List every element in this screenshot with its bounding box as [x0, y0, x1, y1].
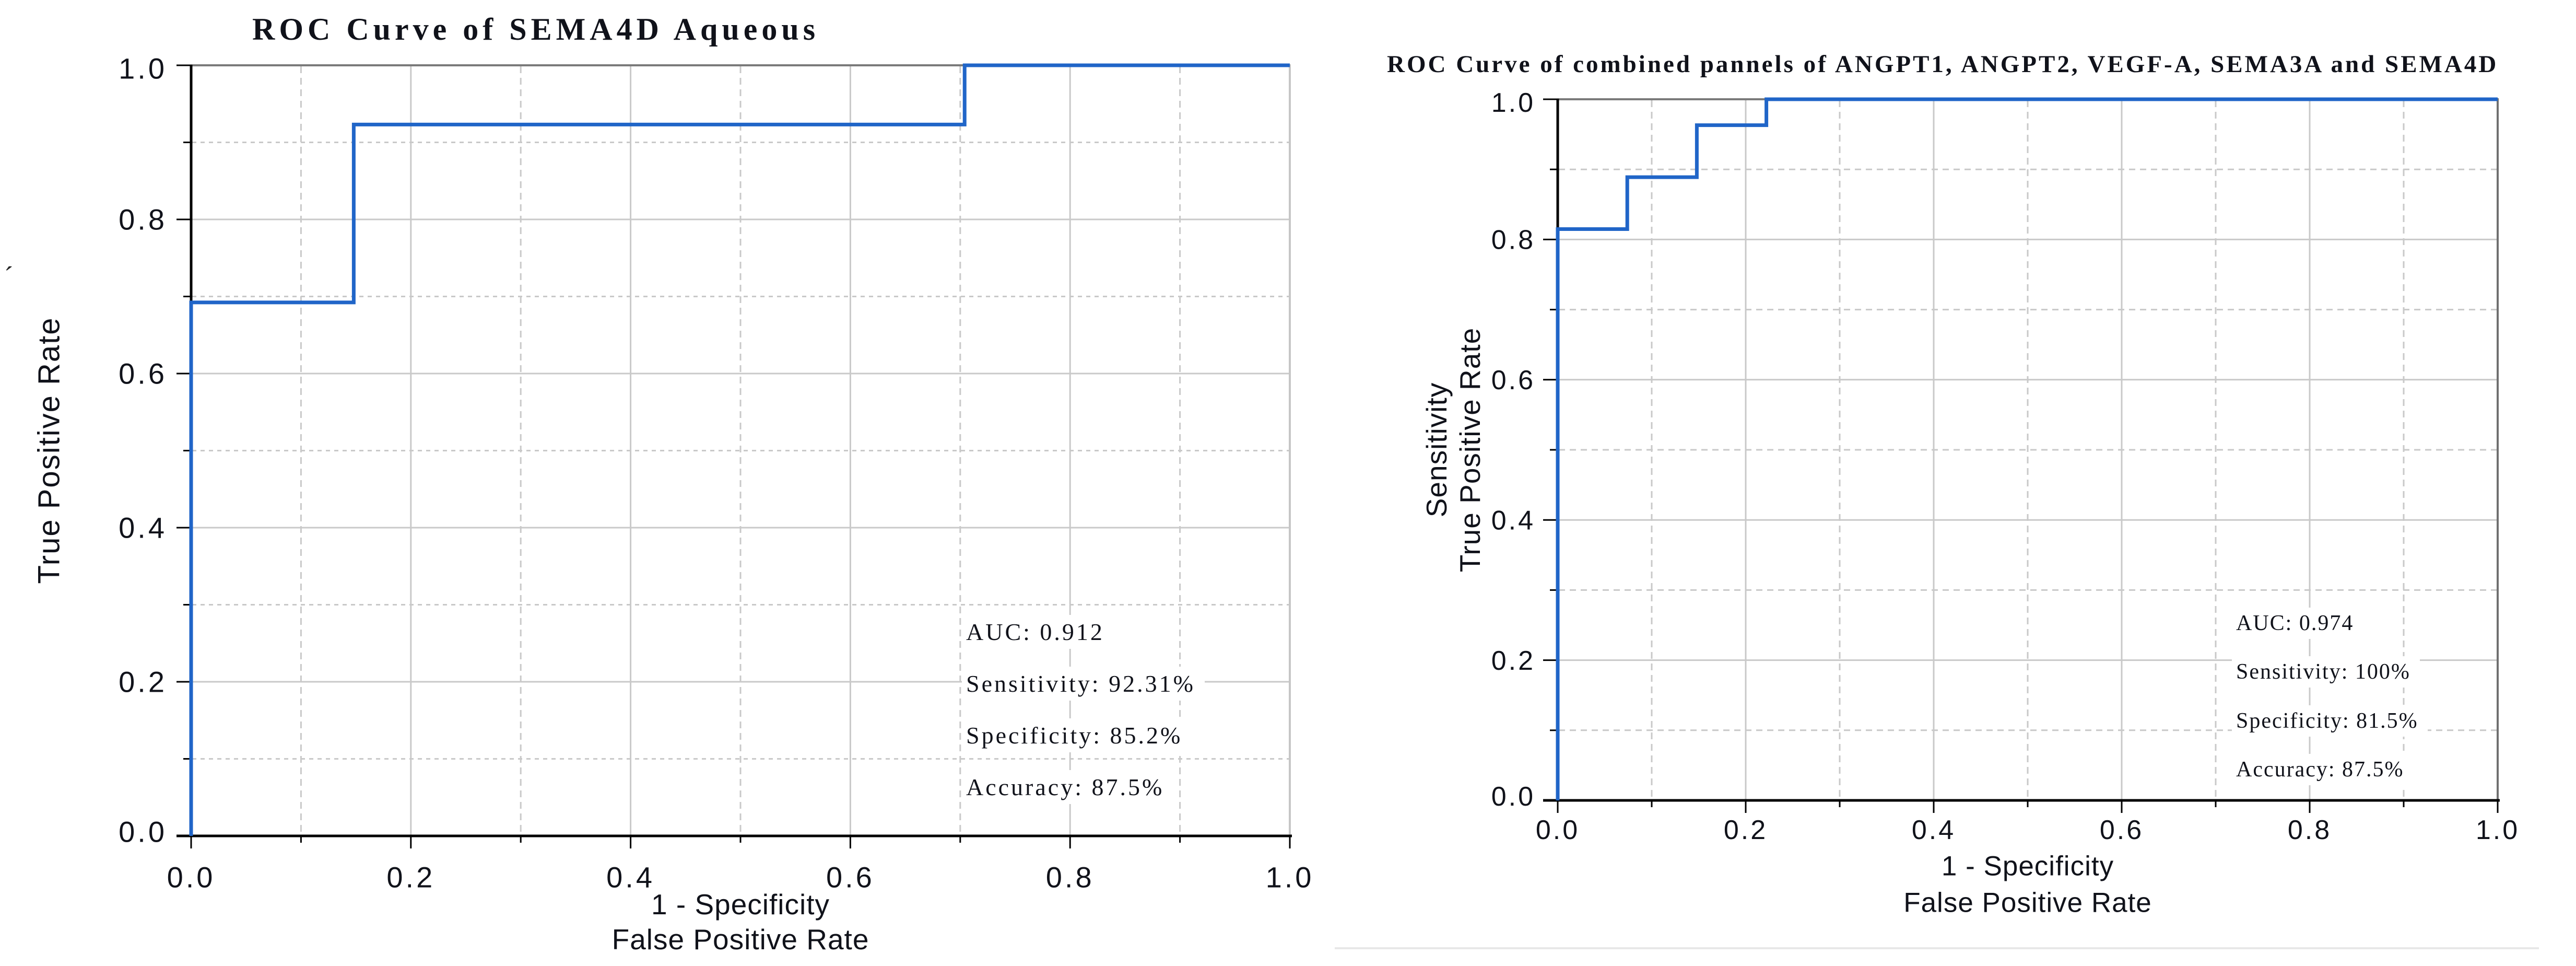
left-y-axis-title: True Positive Rate: [32, 317, 66, 584]
tick-label: 0.0: [1536, 815, 1580, 845]
roc-curve: [1556, 97, 2498, 800]
tick-label: 0.8: [2288, 815, 2332, 845]
tick-label: 0.2: [386, 861, 435, 894]
tick-label: 0.8: [1046, 861, 1095, 894]
right-y-axis-title-line1: Sensitivity: [1420, 382, 1453, 518]
right-y-axis-title-line2: True Positive Rate: [1454, 327, 1486, 573]
tick-label: 0.6: [119, 357, 167, 390]
tick-label: 0.6: [826, 861, 875, 894]
left-x-axis-title-line1: 1 - Specificity: [651, 888, 830, 921]
tick-label: 0.0: [167, 861, 216, 894]
tick-label: 0.4: [119, 511, 167, 544]
tick-label: 0.4: [1912, 815, 1956, 845]
tick-label: 0.2: [119, 666, 167, 699]
tick-label: 0.0: [1491, 782, 1535, 812]
tick-label: 1.0: [2476, 815, 2520, 845]
annotation-accuracy: Accuracy: 87.5%: [2232, 754, 2414, 786]
right-chart-title: ROC Curve of combined pannels of ANGPT1,…: [1387, 51, 2499, 78]
left-x-axis-title-line2: False Positive Rate: [611, 923, 869, 956]
right-y-axis-title: Sensitivity True Positive Rate: [1420, 328, 1487, 572]
bottom-separator-line: [1335, 947, 2539, 949]
tick-label: 1.0: [1266, 861, 1314, 894]
annotation-sensitivity: Sensitivity: 92.31%: [962, 666, 1205, 701]
tick-label: 0.4: [1491, 505, 1535, 536]
tick-label: 0.8: [1491, 225, 1535, 255]
annotation-auc: AUC: 0.974: [2232, 607, 2363, 639]
right-x-axis-title-line1: 1 - Specificity: [1941, 851, 2114, 882]
tick-label: 0.2: [1491, 646, 1535, 676]
tick-label: 0.0: [119, 816, 167, 848]
left-chart-title: ROC Curve of SEMA4D Aqueous: [252, 12, 820, 46]
stray-accent-mark: ´: [4, 262, 14, 292]
annotation-accuracy: Accuracy: 87.5%: [962, 770, 1174, 804]
right-x-axis-title-line2: False Positive Rate: [1903, 887, 2152, 918]
annotation-specificity: Specificity: 85.2%: [962, 718, 1192, 752]
tick-label: 0.6: [1491, 365, 1535, 395]
tick-label: 0.8: [119, 203, 167, 236]
tick-label: 0.4: [606, 861, 655, 894]
roc-curve: [189, 63, 1290, 836]
tick-label: 1.0: [119, 52, 167, 85]
tick-label: 0.2: [1724, 815, 1768, 845]
annotation-auc: AUC: 0.912: [962, 614, 1114, 649]
annotation-specificity: Specificity: 81.5%: [2232, 705, 2428, 737]
tick-label: 1.0: [1491, 88, 1535, 118]
annotation-sensitivity: Sensitivity: 100%: [2232, 656, 2420, 688]
tick-label: 0.6: [2100, 815, 2144, 845]
